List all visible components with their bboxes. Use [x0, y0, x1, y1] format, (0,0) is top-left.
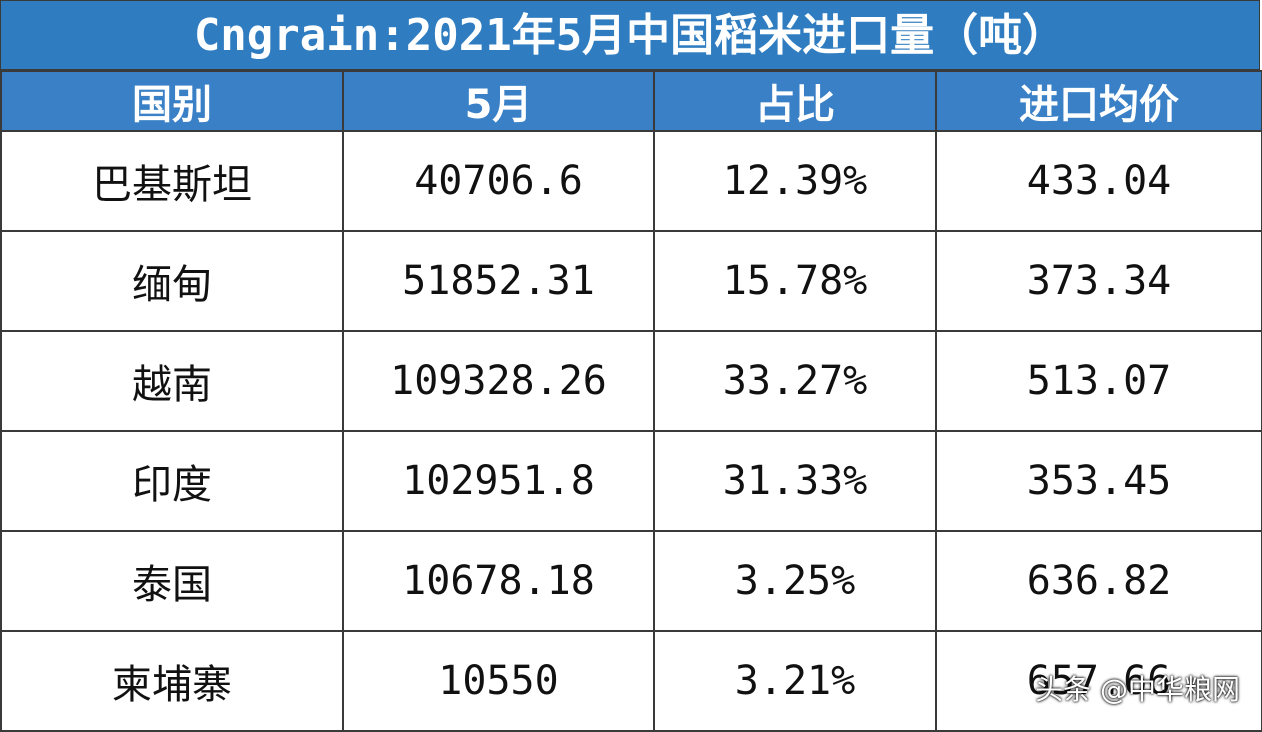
column-header: 5月: [342, 70, 655, 132]
column-header: 进口均价: [935, 70, 1262, 132]
table-cell: 12.39%: [653, 130, 937, 232]
table-cell: 51852.31: [342, 230, 655, 332]
table-cell: 40706.6: [342, 130, 655, 232]
table-cell: 越南: [0, 330, 344, 432]
table-row: 泰国 10678.18 3.25% 636.82: [0, 530, 1262, 632]
table-cell: 10678.18: [342, 530, 655, 632]
watermark: 头条 @中华粮网: [1035, 673, 1240, 706]
table-cell: 513.07: [935, 330, 1262, 432]
table-cell: 636.82: [935, 530, 1262, 632]
table-cell: 33.27%: [653, 330, 937, 432]
table-cell: 109328.26: [342, 330, 655, 432]
table-cell: 102951.8: [342, 430, 655, 532]
table-cell: 373.34: [935, 230, 1262, 332]
table-cell: 10550: [342, 630, 655, 732]
table-cell: 3.25%: [653, 530, 937, 632]
table-cell: 泰国: [0, 530, 344, 632]
table-row: 缅甸 51852.31 15.78% 373.34: [0, 230, 1262, 332]
table: 国别 5月 占比 进口均价 巴基斯坦 40706.6 12.39% 433.04 缅甸 5185…: [0, 70, 1262, 732]
table-cell: 433.04: [935, 130, 1262, 232]
table-cell: 柬埔寨: [0, 630, 344, 732]
table-cell: 缅甸: [0, 230, 344, 332]
table-row: 越南 109328.26 33.27% 513.07: [0, 330, 1262, 432]
column-header: 国别: [0, 70, 344, 132]
column-header: 占比: [653, 70, 937, 132]
table-row: 巴基斯坦 40706.6 12.39% 433.04: [0, 130, 1262, 232]
table-cell: 15.78%: [653, 230, 937, 332]
table-body: 巴基斯坦 40706.6 12.39% 433.04 缅甸 51852.31 15.78% 3…: [0, 130, 1262, 732]
table-cell: 657.66: [935, 630, 1262, 732]
title: Cngrain:2021年5月中国稻米进口量（吨）: [0, 0, 1260, 70]
table-cell: 巴基斯坦: [0, 130, 344, 232]
table-cell: 353.45: [935, 430, 1262, 532]
table-row: 印度 102951.8 31.33% 353.45: [0, 430, 1262, 532]
table-cell: 31.33%: [653, 430, 937, 532]
table-cell: 3.21%: [653, 630, 937, 732]
header-row: 国别 5月 占比 进口均价: [0, 70, 1262, 132]
table-row: 柬埔寨 10550 3.21% 657.66: [0, 630, 1262, 732]
table-cell: 印度: [0, 430, 344, 532]
